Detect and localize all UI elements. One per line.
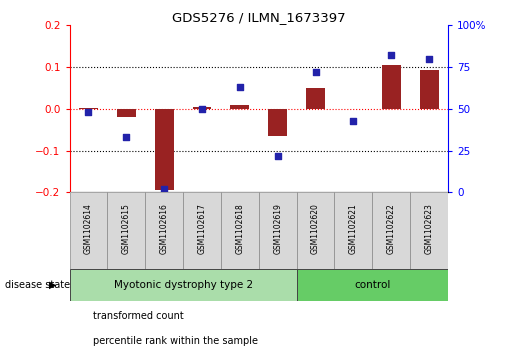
Bar: [306, 88, 325, 109]
Point: [349, 118, 357, 123]
Text: percentile rank within the sample: percentile rank within the sample: [93, 336, 258, 346]
Text: GSM1102622: GSM1102622: [387, 204, 396, 254]
Text: control: control: [354, 280, 390, 290]
Text: GSM1102620: GSM1102620: [311, 204, 320, 254]
Bar: [268, 109, 287, 136]
Bar: [297, 192, 335, 269]
Point: [312, 69, 320, 75]
Text: GSM1102617: GSM1102617: [198, 204, 207, 254]
Bar: [107, 192, 145, 269]
Bar: [410, 192, 448, 269]
Point: [84, 109, 93, 115]
Point: [236, 84, 244, 90]
Point: [273, 153, 282, 159]
Bar: [145, 192, 183, 269]
Bar: [183, 192, 221, 269]
Text: transformed count: transformed count: [93, 311, 183, 321]
Text: GSM1102621: GSM1102621: [349, 204, 358, 254]
Bar: [335, 192, 372, 269]
Point: [122, 134, 130, 140]
Bar: [259, 192, 297, 269]
Bar: [297, 269, 448, 301]
Point: [160, 186, 168, 192]
Point: [425, 56, 433, 62]
Text: GSM1102618: GSM1102618: [235, 204, 244, 254]
Bar: [193, 107, 212, 109]
Text: GSM1102615: GSM1102615: [122, 204, 131, 254]
Text: ▶: ▶: [49, 280, 57, 290]
Text: GSM1102619: GSM1102619: [273, 204, 282, 254]
Bar: [420, 70, 439, 109]
Bar: [70, 269, 297, 301]
Bar: [382, 65, 401, 109]
Bar: [70, 192, 107, 269]
Text: GSM1102616: GSM1102616: [160, 204, 168, 254]
Text: GSM1102614: GSM1102614: [84, 204, 93, 254]
Bar: [221, 192, 259, 269]
Text: disease state: disease state: [5, 280, 70, 290]
Bar: [154, 109, 174, 190]
Bar: [372, 192, 410, 269]
Point: [387, 53, 396, 58]
Bar: [117, 109, 136, 117]
Point: [198, 106, 206, 112]
Title: GDS5276 / ILMN_1673397: GDS5276 / ILMN_1673397: [172, 11, 346, 24]
Text: Myotonic dystrophy type 2: Myotonic dystrophy type 2: [113, 280, 253, 290]
Text: GSM1102623: GSM1102623: [425, 204, 434, 254]
Bar: [230, 105, 249, 109]
